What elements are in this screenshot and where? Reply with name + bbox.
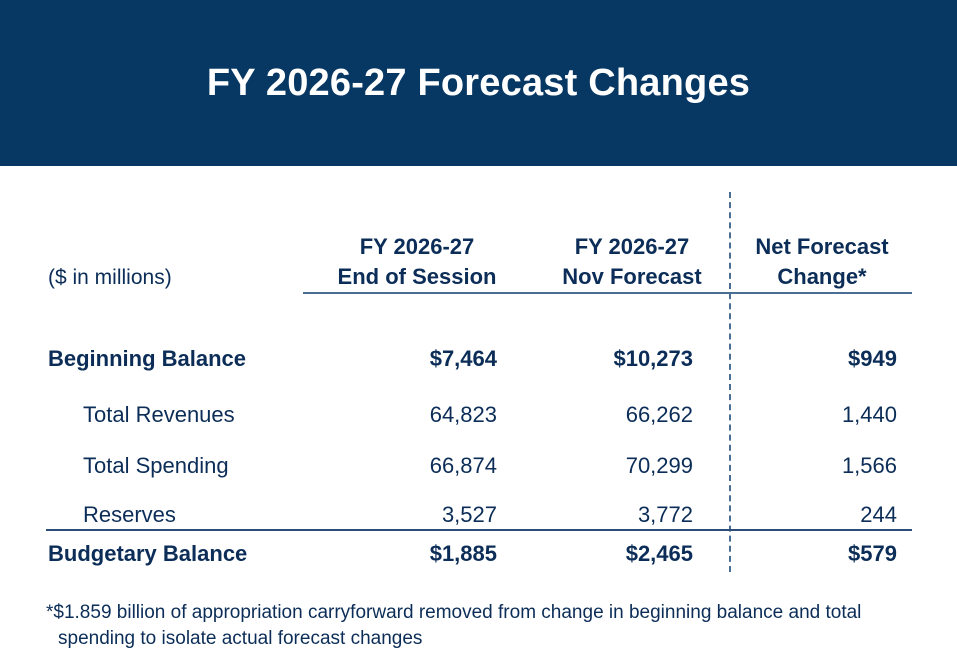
row-label: Total Spending <box>83 453 229 478</box>
column-header-line1: Net Forecast <box>755 234 889 259</box>
column-header-line2: End of Session <box>337 264 497 289</box>
page-title: FY 2026-27 Forecast Changes <box>206 62 751 104</box>
column-header-line2: Change* <box>777 264 867 289</box>
title-banner: FY 2026-27 Forecast Changes <box>0 0 957 166</box>
table-row-reserves: Reserves 3,527 3,772 244 <box>0 502 957 532</box>
cell-net-change: 1,566 <box>841 453 897 478</box>
cell-end-of-session: 64,823 <box>429 402 497 427</box>
header-divider <box>303 292 912 294</box>
row-label: Reserves <box>83 502 176 527</box>
cell-nov-forecast: $2,465 <box>625 541 693 566</box>
table-row-beginning-balance: Beginning Balance $7,464 $10,273 $949 <box>0 346 957 376</box>
cell-end-of-session: $1,885 <box>429 541 497 566</box>
cell-end-of-session: 3,527 <box>441 502 497 527</box>
cell-net-change: 1,440 <box>841 402 897 427</box>
row-label: Total Revenues <box>83 402 235 427</box>
cell-nov-forecast: 66,262 <box>625 402 693 427</box>
row-label: Budgetary Balance <box>48 541 248 566</box>
column-header-line2: Nov Forecast <box>562 264 702 289</box>
footnote: *$1.859 billion of appropriation carryfo… <box>46 600 926 652</box>
column-separator-dashed <box>729 192 731 572</box>
footnote-line-1: *$1.859 billion of appropriation carryfo… <box>46 602 862 623</box>
column-header-line1: FY 2026-27 <box>359 234 475 259</box>
cell-nov-forecast: 70,299 <box>625 453 693 478</box>
column-header-end-of-session: FY 2026-27 End of Session <box>318 232 516 292</box>
cell-net-change: $949 <box>848 346 897 371</box>
cell-end-of-session: 66,874 <box>429 453 497 478</box>
table-row-budgetary-balance: Budgetary Balance $1,885 $2,465 $579 <box>0 541 957 571</box>
table-row-total-spending: Total Spending 66,874 70,299 1,566 <box>0 453 957 483</box>
cell-nov-forecast: 3,772 <box>637 502 693 527</box>
column-header-nov-forecast: FY 2026-27 Nov Forecast <box>546 232 718 292</box>
column-header-net-change: Net Forecast Change* <box>738 232 906 292</box>
footnote-line-2: spending to isolate actual forecast chan… <box>58 628 423 649</box>
total-divider <box>46 529 912 531</box>
units-label: ($ in millions) <box>48 266 172 289</box>
table-row-total-revenues: Total Revenues 64,823 66,262 1,440 <box>0 402 957 432</box>
cell-nov-forecast: $10,273 <box>613 346 693 371</box>
cell-net-change: $579 <box>848 541 897 566</box>
column-header-line1: FY 2026-27 <box>574 234 690 259</box>
cell-net-change: 244 <box>860 502 897 527</box>
cell-end-of-session: $7,464 <box>429 346 497 371</box>
row-label: Beginning Balance <box>48 346 247 371</box>
